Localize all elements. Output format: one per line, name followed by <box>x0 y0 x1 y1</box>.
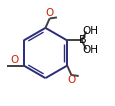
Text: B: B <box>78 35 85 45</box>
Text: O: O <box>45 8 53 18</box>
Text: O: O <box>10 55 18 65</box>
Text: OH: OH <box>81 26 97 36</box>
Text: OH: OH <box>81 45 97 55</box>
Text: O: O <box>67 75 75 85</box>
